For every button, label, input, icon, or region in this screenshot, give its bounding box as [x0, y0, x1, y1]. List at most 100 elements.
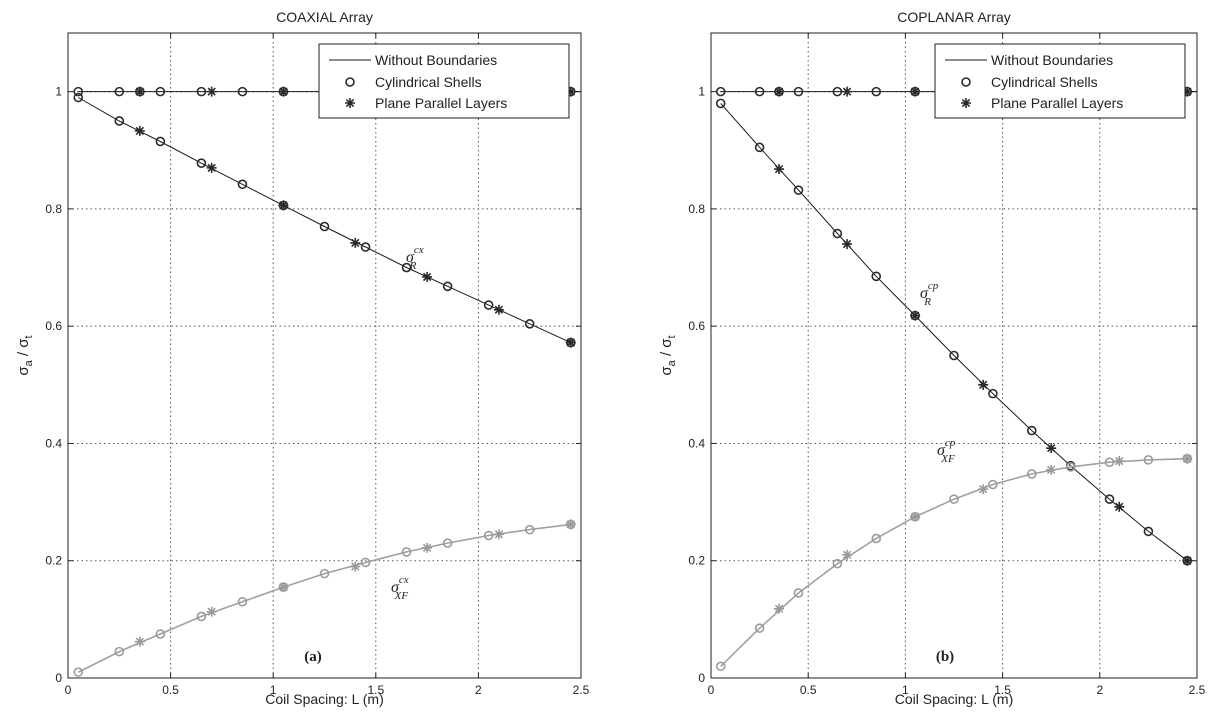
- star-marker: [1182, 86, 1193, 97]
- circle-marker: [832, 86, 843, 97]
- curve-label: σcp R: [920, 280, 939, 308]
- circle-marker: [793, 588, 804, 598]
- legend-box: [318, 43, 570, 119]
- y-label-sub: t: [23, 335, 35, 338]
- legend-circle-swatch: [345, 77, 355, 87]
- curve-label-sigma: σ: [937, 442, 946, 459]
- legend-star-swatch: [961, 98, 971, 108]
- x-tick-label: 0: [65, 683, 72, 697]
- legend: Without Boundaries Cylindrical Shells Plan…: [318, 43, 570, 119]
- curve-label: σcp XF: [937, 437, 956, 465]
- circle-marker: [483, 300, 494, 310]
- circle-marker: [155, 629, 166, 639]
- y-tick-label: 0.2: [688, 554, 705, 568]
- star-marker: [206, 606, 217, 617]
- x-axis-label: Coil Spacing: L (m): [895, 691, 1014, 707]
- star-marker: [278, 200, 289, 211]
- circle-marker: [988, 479, 998, 490]
- circle-marker: [871, 86, 882, 97]
- star-marker: [422, 542, 433, 553]
- star-marker: [206, 162, 217, 173]
- curve-label-sup: cx: [414, 244, 424, 256]
- circle-marker: [754, 142, 765, 153]
- curve-label-sup: cx: [399, 574, 409, 586]
- legend-circle-swatch: [961, 77, 971, 87]
- star-marker: [565, 519, 576, 530]
- circle-marker: [319, 221, 330, 232]
- circle-marker: [155, 86, 166, 97]
- circle-marker: [401, 547, 412, 557]
- circle-marker: [1143, 526, 1154, 537]
- circle-marker: [319, 568, 330, 579]
- star-marker: [910, 511, 921, 522]
- star-marker: [350, 561, 361, 572]
- circle-marker: [949, 494, 959, 504]
- star-marker: [978, 379, 989, 390]
- circle-marker: [1104, 457, 1115, 468]
- y-axis-label: σa / σt: [15, 335, 35, 375]
- circle-marker: [1104, 494, 1115, 504]
- circle-marker: [832, 558, 843, 569]
- curve-label-sup: cp: [945, 437, 956, 449]
- y-label-sub: a: [23, 359, 35, 366]
- star-marker: [206, 86, 217, 97]
- y-label-sigma: σ: [15, 366, 32, 376]
- x-tick-label: 1.5: [994, 683, 1011, 697]
- circle-marker: [871, 533, 882, 544]
- star-marker: [278, 86, 289, 97]
- star-marker: [422, 271, 433, 282]
- circle-marker: [524, 319, 535, 329]
- y-tick-label: 0: [698, 671, 705, 685]
- x-axis-label: Coil Spacing: L (m): [265, 691, 384, 707]
- star-marker: [910, 86, 921, 97]
- star-marker: [565, 337, 576, 348]
- panel-label: (b): [936, 649, 954, 665]
- circle-marker: [832, 228, 843, 239]
- chart-panel-b: 0 0.5 1 1.5 2 2.5 0 0.2 0.4 0.6 0.8 1 COPLANAR Array…: [658, 9, 1206, 707]
- plot-frame: [67, 32, 582, 679]
- circle-marker: [793, 185, 804, 195]
- legend-label: Without Boundaries: [991, 52, 1113, 68]
- y-tick-label: 0.4: [688, 436, 705, 450]
- star-marker: [350, 237, 361, 248]
- star-marker: [1114, 501, 1125, 512]
- circle-marker: [155, 136, 166, 147]
- curve-label: σcx XF: [391, 574, 409, 602]
- y-tick-label: 1: [698, 85, 705, 99]
- star-marker: [134, 86, 145, 97]
- y-tick-label: 0.2: [45, 554, 62, 568]
- chart-title: COAXIAL Array: [276, 9, 373, 25]
- series-line: [77, 523, 571, 673]
- circle-marker: [196, 611, 207, 622]
- curve-label-sub: XF: [394, 590, 409, 602]
- star-marker: [842, 86, 853, 97]
- circle-marker: [73, 92, 84, 103]
- circle-marker: [114, 86, 125, 97]
- y-label-sigma: σ: [15, 338, 32, 348]
- circle-marker: [715, 661, 726, 672]
- series-line: [78, 97, 571, 344]
- circle-marker: [114, 116, 125, 126]
- circle-marker: [360, 557, 371, 568]
- curve-label: σcx R: [406, 244, 424, 272]
- x-tick-label: 2.5: [1189, 683, 1206, 697]
- circle-marker: [715, 86, 726, 97]
- series-σR: σcx R: [73, 92, 576, 348]
- y-label-sub: a: [666, 359, 678, 366]
- x-tick-label: 2: [475, 683, 482, 697]
- x-tick-label: 1: [270, 683, 277, 697]
- circle-marker: [1143, 455, 1154, 465]
- y-tick-label: 0.4: [45, 436, 62, 450]
- star-marker: [134, 125, 145, 136]
- circle-marker: [73, 667, 84, 677]
- series-line: [720, 457, 1188, 667]
- curve-label-sigma: σ: [391, 579, 400, 596]
- star-marker: [774, 603, 785, 614]
- circle-marker: [73, 86, 84, 97]
- star-marker: [278, 582, 289, 593]
- star-marker: [978, 484, 989, 495]
- circle-marker: [237, 86, 248, 97]
- circle-marker: [1026, 425, 1037, 436]
- series-line: [720, 103, 1188, 562]
- star-marker: [1046, 464, 1057, 475]
